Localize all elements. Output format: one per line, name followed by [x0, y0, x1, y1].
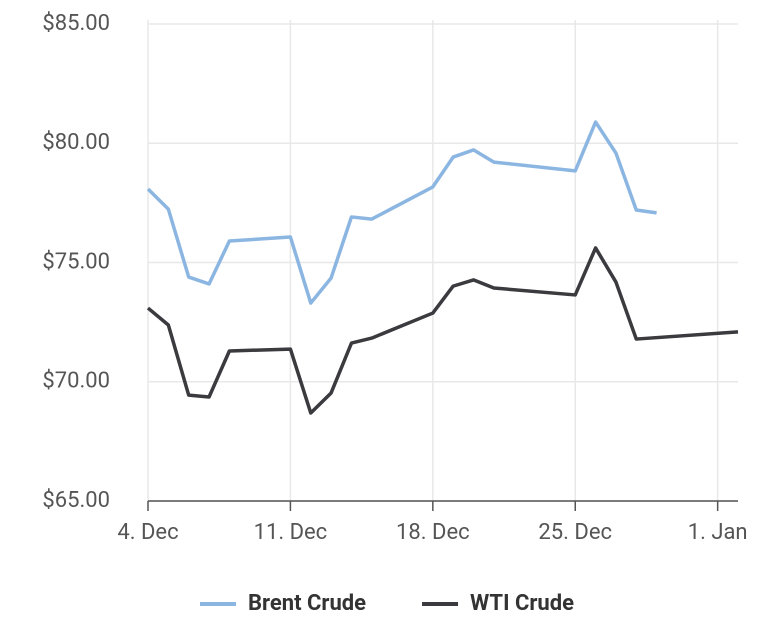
series-line: [146, 246, 739, 415]
legend-label: WTI Crude: [470, 591, 574, 616]
x-tick-label: 18. Dec: [396, 520, 470, 545]
x-tick-label: 1. Jan: [688, 520, 748, 545]
y-tick-label: $65.00: [42, 488, 110, 513]
legend-label: Brent Crude: [248, 591, 366, 616]
series-line: [146, 120, 657, 305]
x-tick-label: 11. Dec: [254, 520, 328, 545]
y-tick-label: $75.00: [42, 249, 110, 274]
y-tick-label: $80.00: [42, 130, 110, 155]
x-tick-label: 25. Dec: [538, 520, 612, 545]
y-tick-label: $85.00: [42, 11, 110, 36]
y-tick-label: $70.00: [42, 369, 110, 394]
x-tick-label: 4. Dec: [117, 520, 178, 545]
